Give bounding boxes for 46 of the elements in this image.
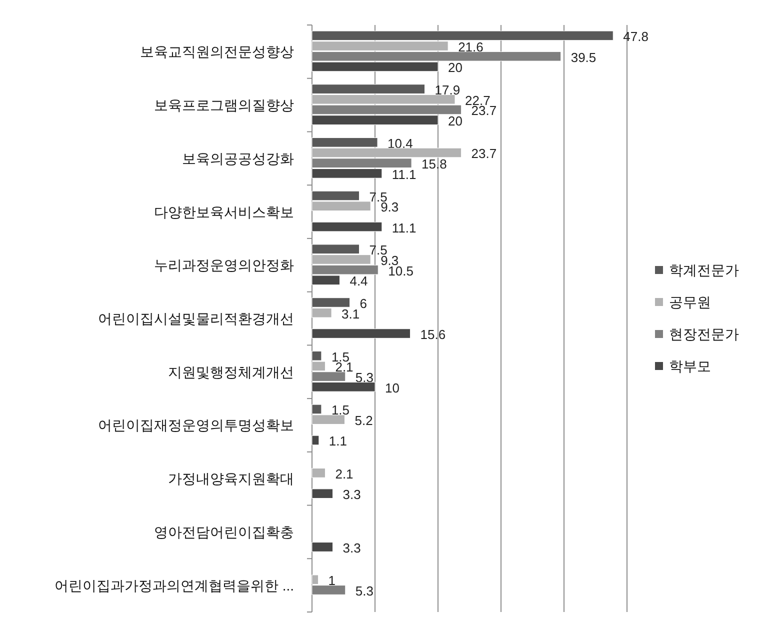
data-label: 11.1 [392,166,416,182]
data-label: 11.1 [392,220,416,236]
y-tick-label: 어린이집과가정과의연계협력을위한 ... [54,577,294,594]
data-label: 10 [385,380,400,396]
y-tick-label: 가정내양육지원확대 [168,470,294,487]
legend-label: 학계전문가 [669,262,739,278]
bar [312,542,334,552]
y-tick-label: 보육교직원의전문성향상 [140,44,294,60]
legend-label: 학부모 [669,358,711,374]
data-label: 1.5 [331,402,350,418]
y-tick-label: 영아전담어린이집확충 [154,524,294,540]
data-label: 5.3 [355,370,374,386]
data-label: 15.8 [422,156,447,172]
data-label: 23.7 [471,146,497,162]
data-label: 17.9 [434,82,460,98]
data-label: 10.4 [388,136,413,151]
y-tick-label: 누리과정운영의안정화 [154,257,294,274]
data-label: 20 [448,114,462,129]
data-label: 1 [328,573,336,588]
data-label: 21.6 [458,40,484,55]
y-tick-label: 어린이집시설및물리적환경개선 [98,310,294,326]
data-label: 6 [360,296,368,311]
y-tick-label: 보육의공공성강화 [182,150,294,166]
data-label: 47.8 [623,29,648,44]
data-label: 39.5 [570,50,596,65]
data-label: 4.4 [350,274,368,289]
bar [312,488,334,499]
data-label: 5.3 [355,583,374,598]
bar [312,468,326,478]
data-label: 3.3 [342,540,361,556]
data-label: 5.2 [354,413,373,428]
y-tick-label: 지원및행정체계개선 [168,364,294,380]
legend-label: 현장전문가 [669,326,739,342]
bar [312,222,382,232]
bar [312,328,411,338]
bar [312,435,320,446]
data-label: 15.6 [420,327,446,342]
data-label: 3.3 [342,487,361,502]
y-tick-label: 어린이집재정운영의투명성확보 [98,417,294,434]
data-label: 2.1 [335,466,354,482]
data-label: 3.1 [342,306,360,322]
data-label: 1.1 [328,434,348,449]
y-tick-label: 보육프로그램의질향상 [154,97,294,114]
legend-label: 공무원 [669,294,711,310]
y-tick-label: 다양한보육서비스확보 [154,204,294,220]
data-label: 20 [448,60,462,76]
